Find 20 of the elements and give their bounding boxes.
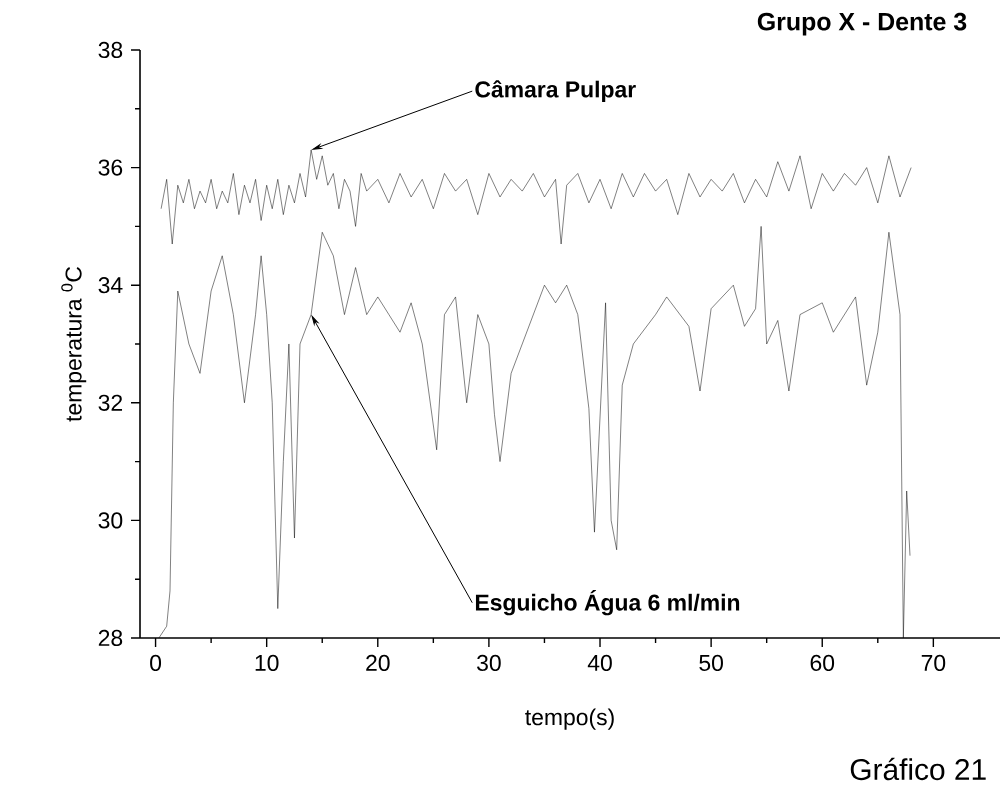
chart-title: Grupo X - Dente 3 <box>757 12 967 36</box>
annotation: Câmara Pulpar <box>475 80 636 103</box>
y-tick-label: 34 <box>98 277 123 294</box>
x-tick-label: 30 <box>477 654 501 672</box>
x-tick-label: 60 <box>810 654 835 672</box>
y-tick-label: 28 <box>98 629 123 647</box>
annotation: Esguicho Água 6 ml/min <box>475 590 740 616</box>
x-tick-label: 20 <box>366 654 390 672</box>
text: Gráfico 21 <box>850 757 986 781</box>
x-axis-title: tempo(s) <box>525 708 614 730</box>
x-tick-label: 70 <box>921 654 946 672</box>
x-tick-label: 0 <box>150 654 162 672</box>
y-tick-label: 36 <box>98 159 123 176</box>
y-tick-label: 30 <box>98 512 123 529</box>
y-tick-label: 32 <box>98 394 123 411</box>
x-tick-label: 40 <box>587 654 612 672</box>
y-axis-title: temperatura $^{0}$C <box>61 266 87 422</box>
y-tick-label: 38 <box>98 41 123 59</box>
x-tick-label: 10 <box>255 654 279 672</box>
x-tick-label: 50 <box>699 654 723 672</box>
